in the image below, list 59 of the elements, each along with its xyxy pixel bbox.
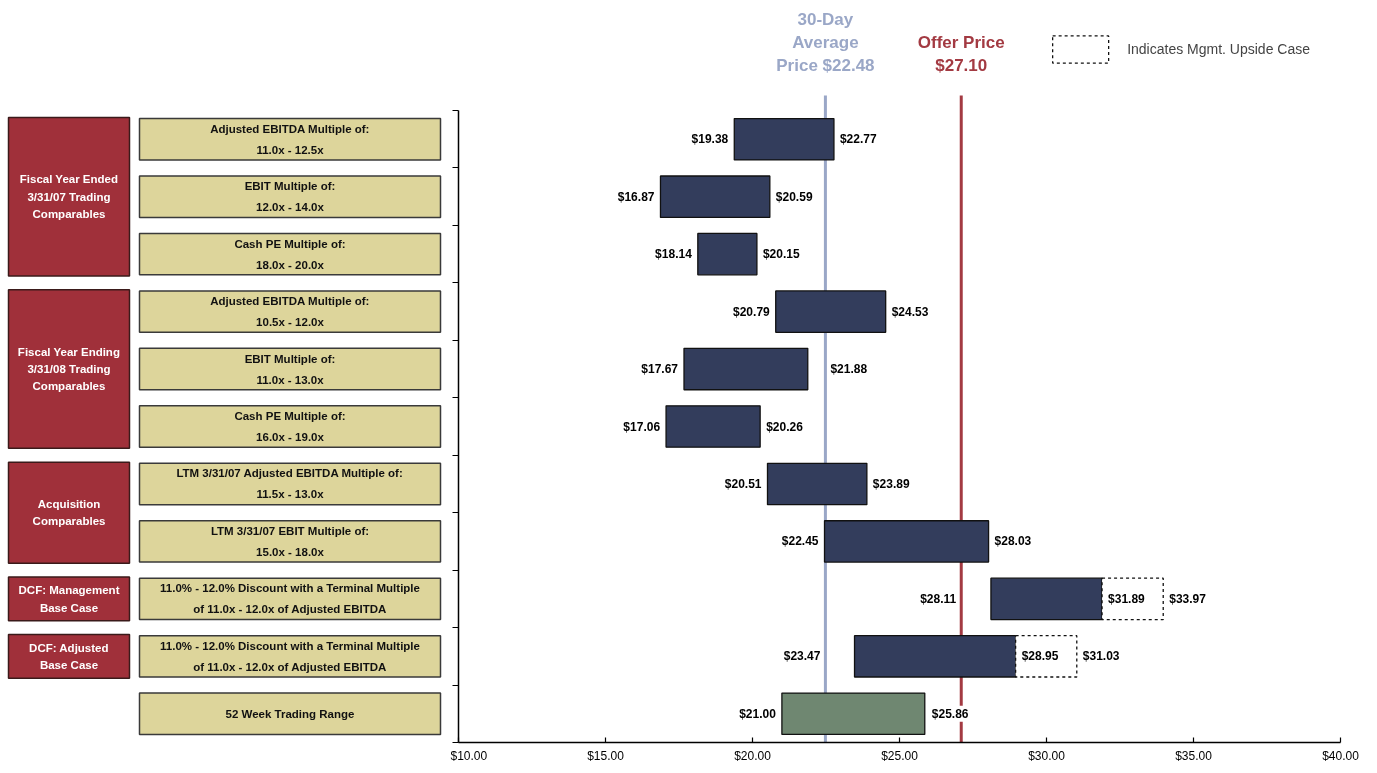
x-tick-label: $35.00 [1175,748,1213,763]
x-tick-label: $20.00 [734,748,772,763]
data-label: $28.95 [1021,649,1059,664]
text: DCF: Adjusted Base Case [29,641,109,672]
bar [697,232,758,276]
annotation: $18.14 [655,247,693,262]
x-tick-label: $15.00 [587,748,625,763]
data-label: $20.59 [775,189,813,204]
annotation: $17.67 [641,362,679,377]
data-label: $23.89 [872,476,910,491]
y-tick-label: 11.0% - 12.0% Discount with a Terminal Multiple of 11.0x - 12.0x of Adjusted EBITDA [160,582,420,616]
annotation: $19.38 [691,132,729,147]
x-tick-label: $25.00 [881,748,919,763]
data-label: $20.26 [766,419,804,434]
x-tick-label: $10.00 [450,748,488,763]
data-label: $28.03 [994,534,1032,549]
data-label: $33.97 [1169,591,1207,606]
annotation: $22.45 [781,534,819,549]
ref-line-label: 30-Day Average Price $22.48 [776,10,875,75]
text: Acquisition Comparables [32,497,106,528]
data-label: $21.88 [830,362,868,377]
bar [733,117,835,161]
y-tick-label: LTM 3/31/07 EBIT Multiple of: 15.0x - 18.0x [210,524,370,558]
text: Fiscal Year Ending 3/31/08 Trading Comparables [17,345,120,393]
bar [823,520,990,563]
bar [659,175,771,219]
bar [775,290,887,333]
annotation: $16.87 [617,189,655,204]
data-label: $22.77 [839,132,877,147]
data-label: $20.15 [762,247,800,262]
y-tick-label: Cash PE Multiple of: 16.0x - 19.0x [234,410,346,444]
y-tick-label: Adjusted EBITDA Multiple of: 11.0x - 12.5x [210,122,370,156]
annotation: $17.06 [623,419,661,434]
data-label: $25.86 [931,706,969,721]
annotation: $20.51 [724,476,762,491]
bar [781,692,926,736]
ref-line-label: Offer Price $27.10 [917,33,1005,75]
y-tick-label: Cash PE Multiple of: 18.0x - 20.0x [234,237,346,271]
annotation: $23.47 [783,649,821,664]
text: Fiscal Year Ended 3/31/07 Trading Comparables [19,173,119,221]
bar [665,405,761,448]
annotation: $20.79 [733,304,771,319]
x-tick-label: $40.00 [1322,748,1360,763]
text: DCF: Management Base Case [18,584,120,614]
legend-label: Indicates Mgmt. Upside Case [1127,41,1310,57]
bar [766,462,868,506]
annotation: $21.00 [739,706,777,721]
y-tick-label: Adjusted EBITDA Multiple of: 10.5x - 12.0x [210,295,370,329]
data-label: $31.03 [1082,649,1120,664]
y-tick-label: EBIT Multiple of: 11.0x - 13.0x [244,352,336,386]
y-tick-label: EBIT Multiple of: 12.0x - 14.0x [244,180,336,214]
data-label: $31.89 [1108,591,1146,606]
y-tick-label: 11.0% - 12.0% Discount with a Terminal Multiple of 11.0x - 12.0x of Adjusted EBITDA [160,639,420,673]
x-tick-label: $30.00 [1028,748,1066,763]
y-tick-label: LTM 3/31/07 Adjusted EBITDA Multiple of: 11.5x - 13.0x [176,467,403,501]
data-label: $24.53 [891,304,929,319]
annotation: $28.11 [920,591,957,606]
y-tick-label: 52 Week Trading Range [225,707,355,720]
bar [683,347,809,391]
